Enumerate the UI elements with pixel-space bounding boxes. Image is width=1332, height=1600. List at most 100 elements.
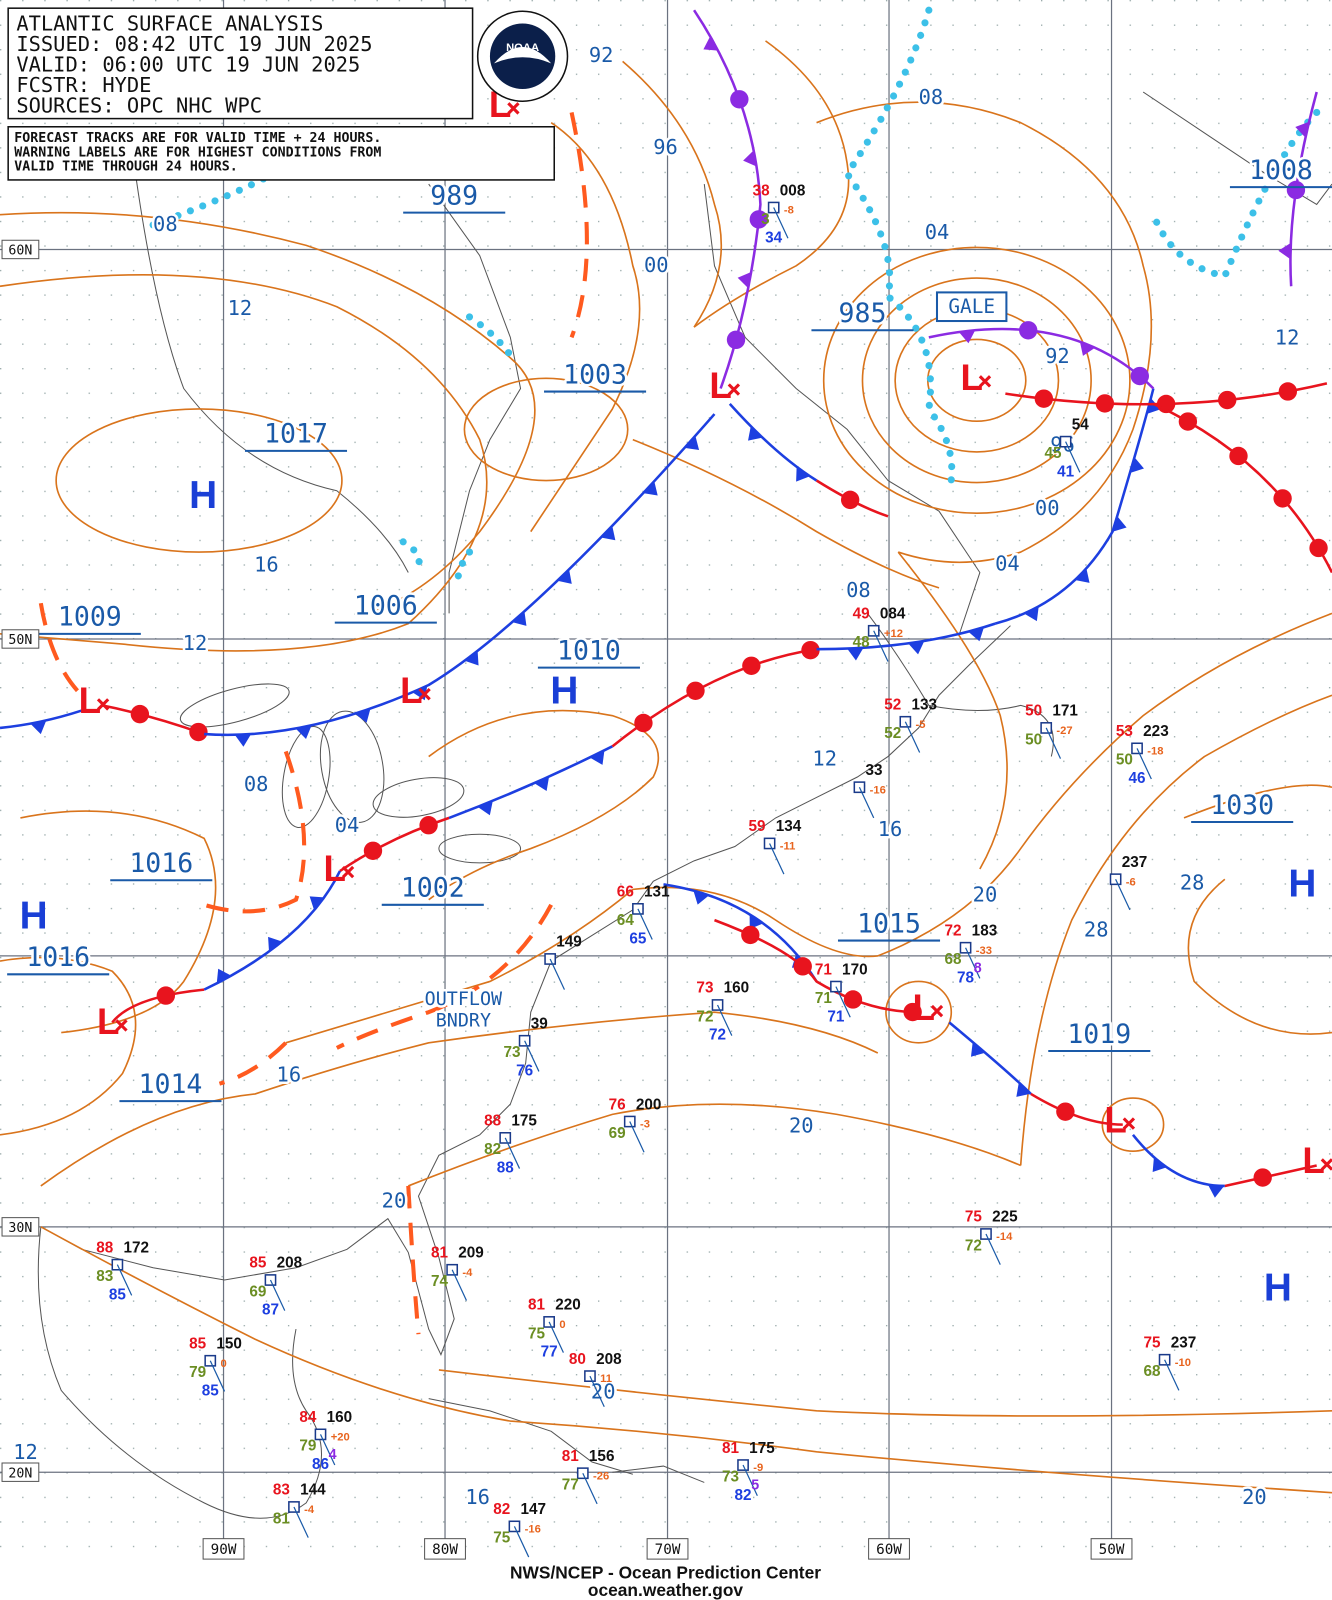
isobar-label: 28	[1180, 870, 1205, 894]
front-pip	[634, 713, 653, 733]
station-k: 0	[220, 1358, 226, 1370]
station-t: 81	[431, 1244, 449, 1261]
isobar-label: 16	[878, 817, 903, 841]
header-box	[7, 7, 474, 120]
low-center: L	[400, 670, 422, 711]
front-pip	[1079, 341, 1096, 356]
isobar	[0, 211, 536, 615]
station-p: 008	[780, 182, 806, 199]
station-p: 209	[458, 1244, 484, 1261]
isobar	[40, 1011, 879, 1187]
station-d: 77	[562, 1477, 579, 1494]
low-center: L	[960, 357, 982, 398]
wind-barb	[1065, 441, 1081, 473]
station-d: 75	[493, 1530, 511, 1547]
station-marker	[853, 781, 866, 794]
front-pip	[30, 720, 47, 735]
wind-barb	[269, 1279, 286, 1311]
low-x	[507, 102, 520, 115]
front-pip	[363, 841, 383, 861]
station-k: +12	[884, 628, 903, 640]
front-pip	[295, 725, 312, 740]
station-t: 76	[609, 1096, 626, 1113]
front-pip	[1229, 446, 1248, 466]
lon-label-box	[646, 1538, 689, 1560]
front-pip	[686, 681, 705, 700]
front-pip	[1095, 394, 1115, 413]
low-x	[341, 865, 355, 879]
front-pip	[749, 914, 764, 929]
low-x	[96, 698, 110, 711]
isobar-label: 96	[653, 135, 678, 159]
station-k: -10	[1175, 1357, 1191, 1369]
notes-line: FORECAST TRACKS ARE FOR VALID TIME + 24 …	[14, 131, 381, 146]
station-k: -27	[1056, 725, 1072, 737]
low-x	[418, 687, 431, 701]
isobar-label: 20	[789, 1114, 814, 1138]
front-pip	[512, 611, 527, 626]
station-d: 81	[273, 1510, 291, 1527]
front-pip	[741, 925, 760, 945]
minor-grid	[0, 0, 1332, 1560]
lat-label-box	[1, 629, 40, 649]
station-d: 72	[696, 1008, 713, 1025]
station-w: 86	[312, 1456, 329, 1473]
coastline	[703, 183, 981, 635]
wind-barb	[742, 1464, 758, 1496]
isobar-label: 08	[846, 578, 871, 602]
isobar	[530, 122, 641, 533]
isobar-label: 12	[183, 631, 208, 655]
front-pip	[1034, 389, 1054, 408]
wind-barb	[769, 843, 785, 875]
notes-line: WARNING LABELS ARE FOR HIGHEST CONDITION…	[14, 145, 381, 160]
lake	[438, 833, 522, 864]
station-k: -9	[753, 1462, 763, 1474]
station-t: 85	[249, 1255, 267, 1272]
front-pip	[1309, 538, 1328, 558]
wind-barb	[873, 630, 889, 662]
pressure-label: 1006	[354, 590, 418, 621]
station-t: 81	[562, 1448, 580, 1465]
isobar	[622, 60, 723, 328]
wind-barb	[629, 1121, 645, 1153]
lake	[179, 683, 290, 728]
front-pip	[749, 210, 768, 229]
station-w: 41	[1057, 463, 1075, 480]
station-w: 85	[109, 1286, 127, 1303]
station-p: 156	[589, 1448, 615, 1465]
station-w: 78	[957, 969, 975, 986]
isobar-label: 16	[254, 552, 279, 576]
station-d: 52	[884, 725, 901, 742]
station-p: 208	[277, 1255, 303, 1272]
front-pip	[730, 90, 749, 109]
isobar-label: 92	[589, 43, 614, 67]
front-pip	[970, 1042, 986, 1057]
wind-barb	[116, 1264, 133, 1296]
wind-barb	[524, 1040, 540, 1072]
station-t: 83	[273, 1482, 290, 1499]
station-d: 69	[609, 1125, 626, 1142]
station-d: 50	[1116, 752, 1133, 769]
wind-barb	[293, 1506, 309, 1538]
pressure-label: 989	[430, 180, 478, 211]
pressure-label: 1002	[401, 873, 465, 904]
station-p: 131	[644, 884, 670, 901]
gale-box	[935, 291, 1008, 323]
footer-line: NWS/NCEP - Ocean Prediction Center	[510, 1563, 821, 1583]
station-p: 149	[556, 934, 582, 951]
wind-barb	[1136, 748, 1152, 780]
station-p: 133	[911, 697, 937, 714]
wind-barb	[589, 1375, 605, 1408]
station-w: 46	[1129, 770, 1146, 787]
front-pip	[1218, 390, 1237, 410]
station-t: 38	[753, 182, 771, 199]
station-t: 66	[617, 884, 634, 901]
station-d: 68	[1143, 1363, 1161, 1380]
front-pip	[968, 627, 984, 642]
station-w: 65	[629, 931, 647, 948]
front-pip	[600, 525, 616, 541]
isobar	[816, 101, 1153, 564]
station-t: 82	[493, 1501, 510, 1518]
front-pip	[843, 990, 863, 1009]
